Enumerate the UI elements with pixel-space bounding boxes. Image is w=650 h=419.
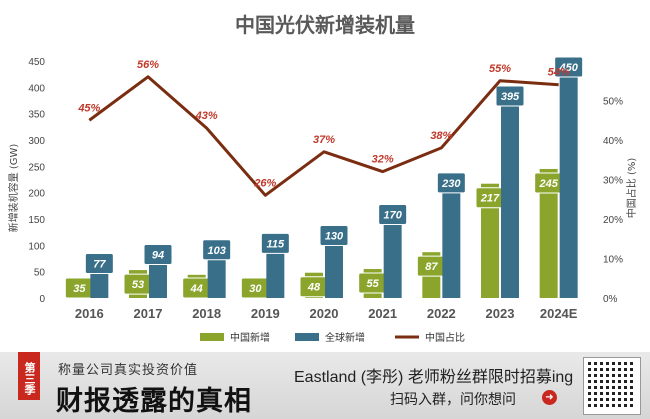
bar (325, 229, 343, 298)
y-tick-label: 200 (28, 189, 45, 200)
data-label: 53 (132, 279, 144, 291)
line-point-label: 43% (195, 110, 218, 122)
line-point-label: 55% (489, 63, 511, 75)
bar (481, 183, 499, 298)
y-tick-label: 100 (28, 241, 45, 252)
y2-tick-label: 10% (603, 255, 623, 266)
data-label: 30 (249, 283, 262, 295)
line-point-label: 26% (253, 177, 276, 189)
data-label: 87 (425, 261, 438, 273)
x-tick-label: 2023 (486, 306, 515, 321)
y-tick-label: 350 (28, 110, 45, 121)
legend-swatch (200, 333, 224, 341)
data-label-tag (202, 239, 232, 261)
data-label: 55 (367, 278, 380, 290)
data-label-tag (84, 252, 114, 274)
y-tick-label: 0 (39, 294, 45, 305)
y-axis-right: 0% 10% 20% 30% 40% 50% (603, 97, 623, 306)
data-label: 130 (325, 231, 344, 243)
footer-promo: Eastland (李彤) 老师粉丝群限时招募ing (294, 369, 574, 386)
bars: 35 77 53 94 44 103 30 115 48 130 55 170 87 230 217 395 2… (64, 56, 584, 299)
line-point-label: 45% (77, 102, 100, 114)
chart-title: 中国光伏新增装机量 (235, 13, 415, 37)
legend-swatch (295, 333, 319, 341)
y2-tick-label: 0% (603, 294, 618, 305)
data-label: 48 (307, 282, 321, 294)
data-label: 395 (501, 91, 520, 103)
legend-label: 中国新增 (230, 331, 270, 344)
footer-tagline: 称量公司真实投资价值 (58, 362, 199, 377)
y-axis-left-label: 新增装机容量 (GW) (7, 144, 20, 233)
promo-footer: 第三季 称量公司真实投资价值 财报透露的真相 Eastland (李彤) 老师粉… (0, 352, 650, 419)
data-label-tag (319, 225, 349, 247)
season-badge: 第三季 (18, 352, 40, 400)
y2-tick-label: 20% (603, 215, 623, 226)
y2-tick-label: 50% (603, 97, 623, 108)
data-label: 450 (558, 62, 578, 74)
data-label-tag (436, 172, 466, 194)
bar (539, 168, 558, 298)
bar (501, 89, 519, 298)
data-label-tag (495, 85, 525, 107)
data-label: 77 (93, 258, 106, 270)
data-label-tag (260, 232, 290, 254)
data-label: 245 (538, 178, 558, 190)
data-label: 115 (267, 238, 285, 250)
y2-tick-label: 40% (603, 136, 623, 147)
line-point-label: 32% (372, 154, 394, 166)
x-tick-label: 2022 (427, 306, 456, 321)
x-tick-label: 2020 (310, 306, 339, 321)
data-label: 170 (383, 209, 402, 221)
x-tick-label: 2021 (368, 306, 397, 321)
y2-tick-label: 30% (603, 176, 623, 187)
share-line-path (88, 75, 559, 197)
y-tick-label: 50 (34, 268, 46, 279)
data-label-tag (378, 203, 408, 225)
share-line: 45% 56% 43% 26% 37% 32% 38% 55% 54% (77, 59, 570, 197)
line-point-label: 54% (548, 67, 570, 79)
y-tick-label: 250 (28, 162, 45, 173)
data-label: 217 (480, 193, 500, 205)
y-tick-label: 400 (28, 83, 45, 94)
legend: 中国新增 全球新增 中国占比 (200, 331, 465, 344)
x-tick-label: 2018 (192, 306, 221, 321)
line-point-label: 38% (430, 130, 452, 142)
y-axis-right-label: 中国占比 (%) (625, 158, 638, 219)
x-axis: 2016 2017 2018 2019 2020 2021 2022 2023 2024E (75, 306, 578, 321)
footer-headline: 财报透露的真相 (56, 386, 252, 417)
x-tick-label: 2019 (251, 306, 280, 321)
arrow-right-icon[interactable]: ➜ (542, 390, 557, 405)
legend-label: 中国占比 (425, 331, 465, 344)
line-point-label: 37% (313, 134, 335, 146)
y-axis-left: 0 50 100 150 200 250 300 350 400 450 (28, 57, 45, 305)
data-label: 230 (441, 178, 461, 190)
chart: 中国光伏新增装机量 0 50 100 150 200 250 300 350 400 450 0%… (7, 13, 638, 344)
x-tick-label: 2024E (540, 306, 578, 321)
data-label: 94 (152, 249, 164, 261)
data-label: 44 (190, 283, 203, 295)
x-tick-label: 2017 (134, 306, 163, 321)
qr-code-icon[interactable] (583, 357, 641, 415)
data-label-tag (554, 56, 584, 78)
legend-label: 全球新增 (325, 331, 365, 344)
data-label: 103 (207, 245, 225, 257)
data-label: 35 (73, 283, 86, 295)
footer-subtext: 扫码入群，问你想问 (390, 391, 516, 407)
y-tick-label: 150 (28, 215, 45, 226)
bar (559, 61, 578, 298)
data-label-tag (143, 243, 173, 265)
y-tick-label: 300 (28, 136, 45, 147)
line-point-label: 56% (137, 59, 159, 71)
bar (383, 208, 402, 298)
y-tick-label: 450 (28, 57, 45, 68)
bar (442, 176, 461, 298)
x-tick-label: 2016 (75, 306, 104, 321)
